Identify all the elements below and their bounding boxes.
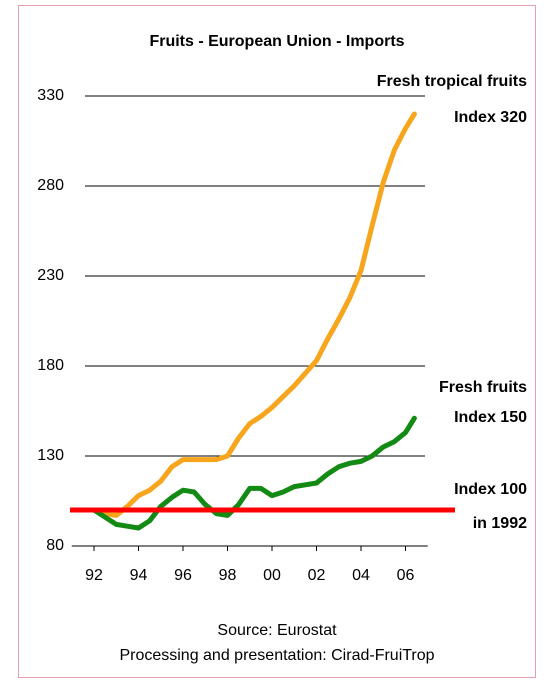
line-series <box>91 111 417 518</box>
y-tick-label: 80 <box>46 537 64 554</box>
x-tick-label: 02 <box>308 567 326 584</box>
x-tick-label: 92 <box>85 567 103 584</box>
annotation: Index 320 <box>454 109 527 126</box>
x-tick-label: 94 <box>130 567 148 584</box>
chart-title: Fruits - European Union - Imports <box>149 33 404 50</box>
y-tick-label: 330 <box>37 87 64 104</box>
annotation: in 1992 <box>473 515 527 532</box>
annotation: Fresh fruits <box>439 379 527 396</box>
x-tick-label: 96 <box>174 567 192 584</box>
x-tick-label: 98 <box>219 567 237 584</box>
x-tick-label: 00 <box>263 567 281 584</box>
x-tick-label: 04 <box>352 567 370 584</box>
annotation: Index 150 <box>454 409 527 426</box>
y-tick-label: 130 <box>37 447 64 464</box>
annotation: Index 100 <box>454 481 527 498</box>
chart-border <box>18 5 536 678</box>
source-note: Source: Eurostat <box>217 622 337 639</box>
x-tick-label: 06 <box>397 567 415 584</box>
line-series <box>91 415 417 531</box>
y-tick-label: 230 <box>37 267 64 284</box>
source-note: Processing and presentation: Cirad-FruiT… <box>119 647 434 664</box>
y-tick-label: 280 <box>37 177 64 194</box>
annotation: Fresh tropical fruits <box>377 73 527 90</box>
y-tick-label: 180 <box>37 357 64 374</box>
